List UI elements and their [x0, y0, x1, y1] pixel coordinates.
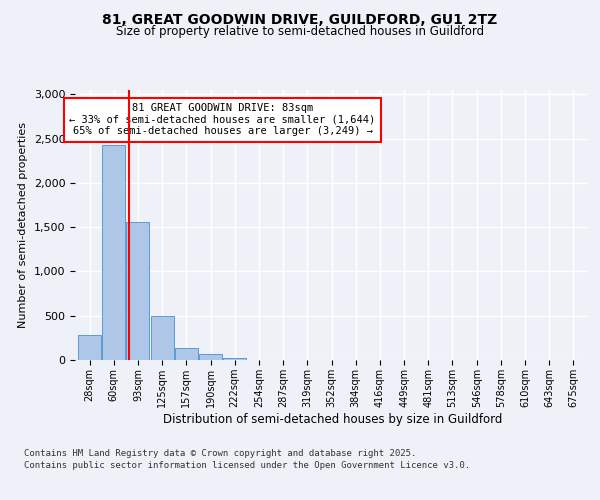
- Bar: [102, 145, 125, 360]
- Bar: [175, 348, 198, 360]
- Text: Size of property relative to semi-detached houses in Guildford: Size of property relative to semi-detach…: [116, 25, 484, 38]
- Text: 81, GREAT GOODWIN DRIVE, GUILDFORD, GU1 2TZ: 81, GREAT GOODWIN DRIVE, GUILDFORD, GU1 …: [103, 12, 497, 26]
- Bar: [127, 222, 149, 360]
- Bar: [151, 316, 173, 360]
- Bar: [199, 354, 222, 360]
- Y-axis label: Number of semi-detached properties: Number of semi-detached properties: [18, 122, 28, 328]
- Text: Distribution of semi-detached houses by size in Guildford: Distribution of semi-detached houses by …: [163, 412, 503, 426]
- Text: 81 GREAT GOODWIN DRIVE: 83sqm
← 33% of semi-detached houses are smaller (1,644)
: 81 GREAT GOODWIN DRIVE: 83sqm ← 33% of s…: [70, 104, 376, 136]
- Bar: [223, 358, 246, 360]
- Text: Contains public sector information licensed under the Open Government Licence v3: Contains public sector information licen…: [24, 461, 470, 470]
- Bar: [78, 335, 101, 360]
- Text: Contains HM Land Registry data © Crown copyright and database right 2025.: Contains HM Land Registry data © Crown c…: [24, 448, 416, 458]
